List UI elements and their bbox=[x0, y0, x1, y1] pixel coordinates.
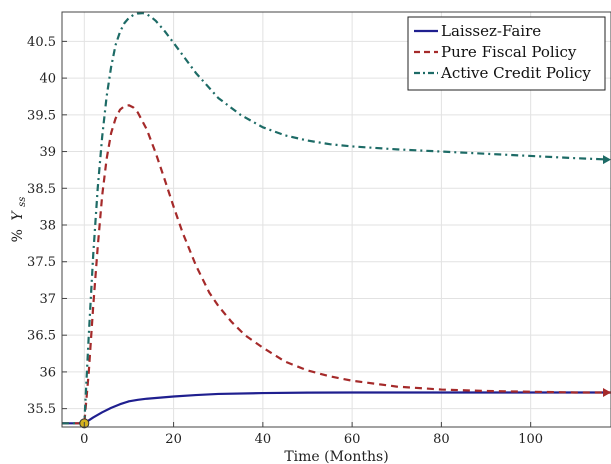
x-tick-label: 80 bbox=[433, 432, 450, 447]
series-line-1 bbox=[62, 391, 611, 425]
y-tick-label: 37.5 bbox=[27, 255, 56, 270]
x-tick-label: 20 bbox=[165, 432, 182, 447]
y-tick-label: 39 bbox=[39, 145, 56, 160]
x-axis-ticks: 0 20 40 60 80 100 bbox=[80, 422, 543, 447]
series-end-marker-3 bbox=[603, 155, 611, 165]
series-end-marker-2 bbox=[603, 387, 611, 397]
series-line-2 bbox=[62, 104, 611, 425]
legend: Laissez-Faire Pure Fiscal Policy Active Cr… bbox=[407, 16, 606, 91]
y-axis-label-sub: ss bbox=[17, 197, 28, 207]
y-axis-label: % Y ss bbox=[10, 197, 28, 243]
y-tick-label: 36 bbox=[39, 365, 56, 380]
x-tick-label: 60 bbox=[344, 432, 361, 447]
x-axis-label: Time (Months) bbox=[284, 449, 388, 464]
legend-box bbox=[407, 16, 606, 91]
y-tick-label: 37 bbox=[39, 292, 56, 307]
x-tick-label: 0 bbox=[80, 432, 88, 447]
legend-label-3: Active Credit Policy bbox=[440, 64, 591, 82]
y-tick-label: 35.5 bbox=[27, 402, 56, 417]
series-layer bbox=[62, 12, 611, 429]
x-tick-label: 40 bbox=[255, 432, 272, 447]
legend-label-2: Pure Fiscal Policy bbox=[441, 43, 577, 61]
y-tick-label: 36.5 bbox=[27, 329, 56, 344]
y-tick-label: 38 bbox=[39, 219, 56, 234]
y-axis-label-main: % bbox=[10, 229, 26, 242]
y-tick-label: 40 bbox=[39, 72, 56, 87]
series-line-3 bbox=[62, 12, 611, 425]
y-axis-ticks: 35.5 36 36.5 37 37.5 38 38.5 39 39.5 40 40.5 bbox=[27, 35, 67, 417]
grid bbox=[62, 12, 611, 427]
y-tick-label: 39.5 bbox=[27, 108, 56, 123]
plot-frame bbox=[61, 11, 611, 428]
y-axis-label-var: Y bbox=[10, 210, 26, 221]
y-tick-label: 38.5 bbox=[27, 182, 56, 197]
x-tick-label: 100 bbox=[518, 432, 543, 447]
y-tick-label: 40.5 bbox=[27, 35, 56, 50]
legend-label-1: Laissez-Faire bbox=[441, 22, 541, 40]
